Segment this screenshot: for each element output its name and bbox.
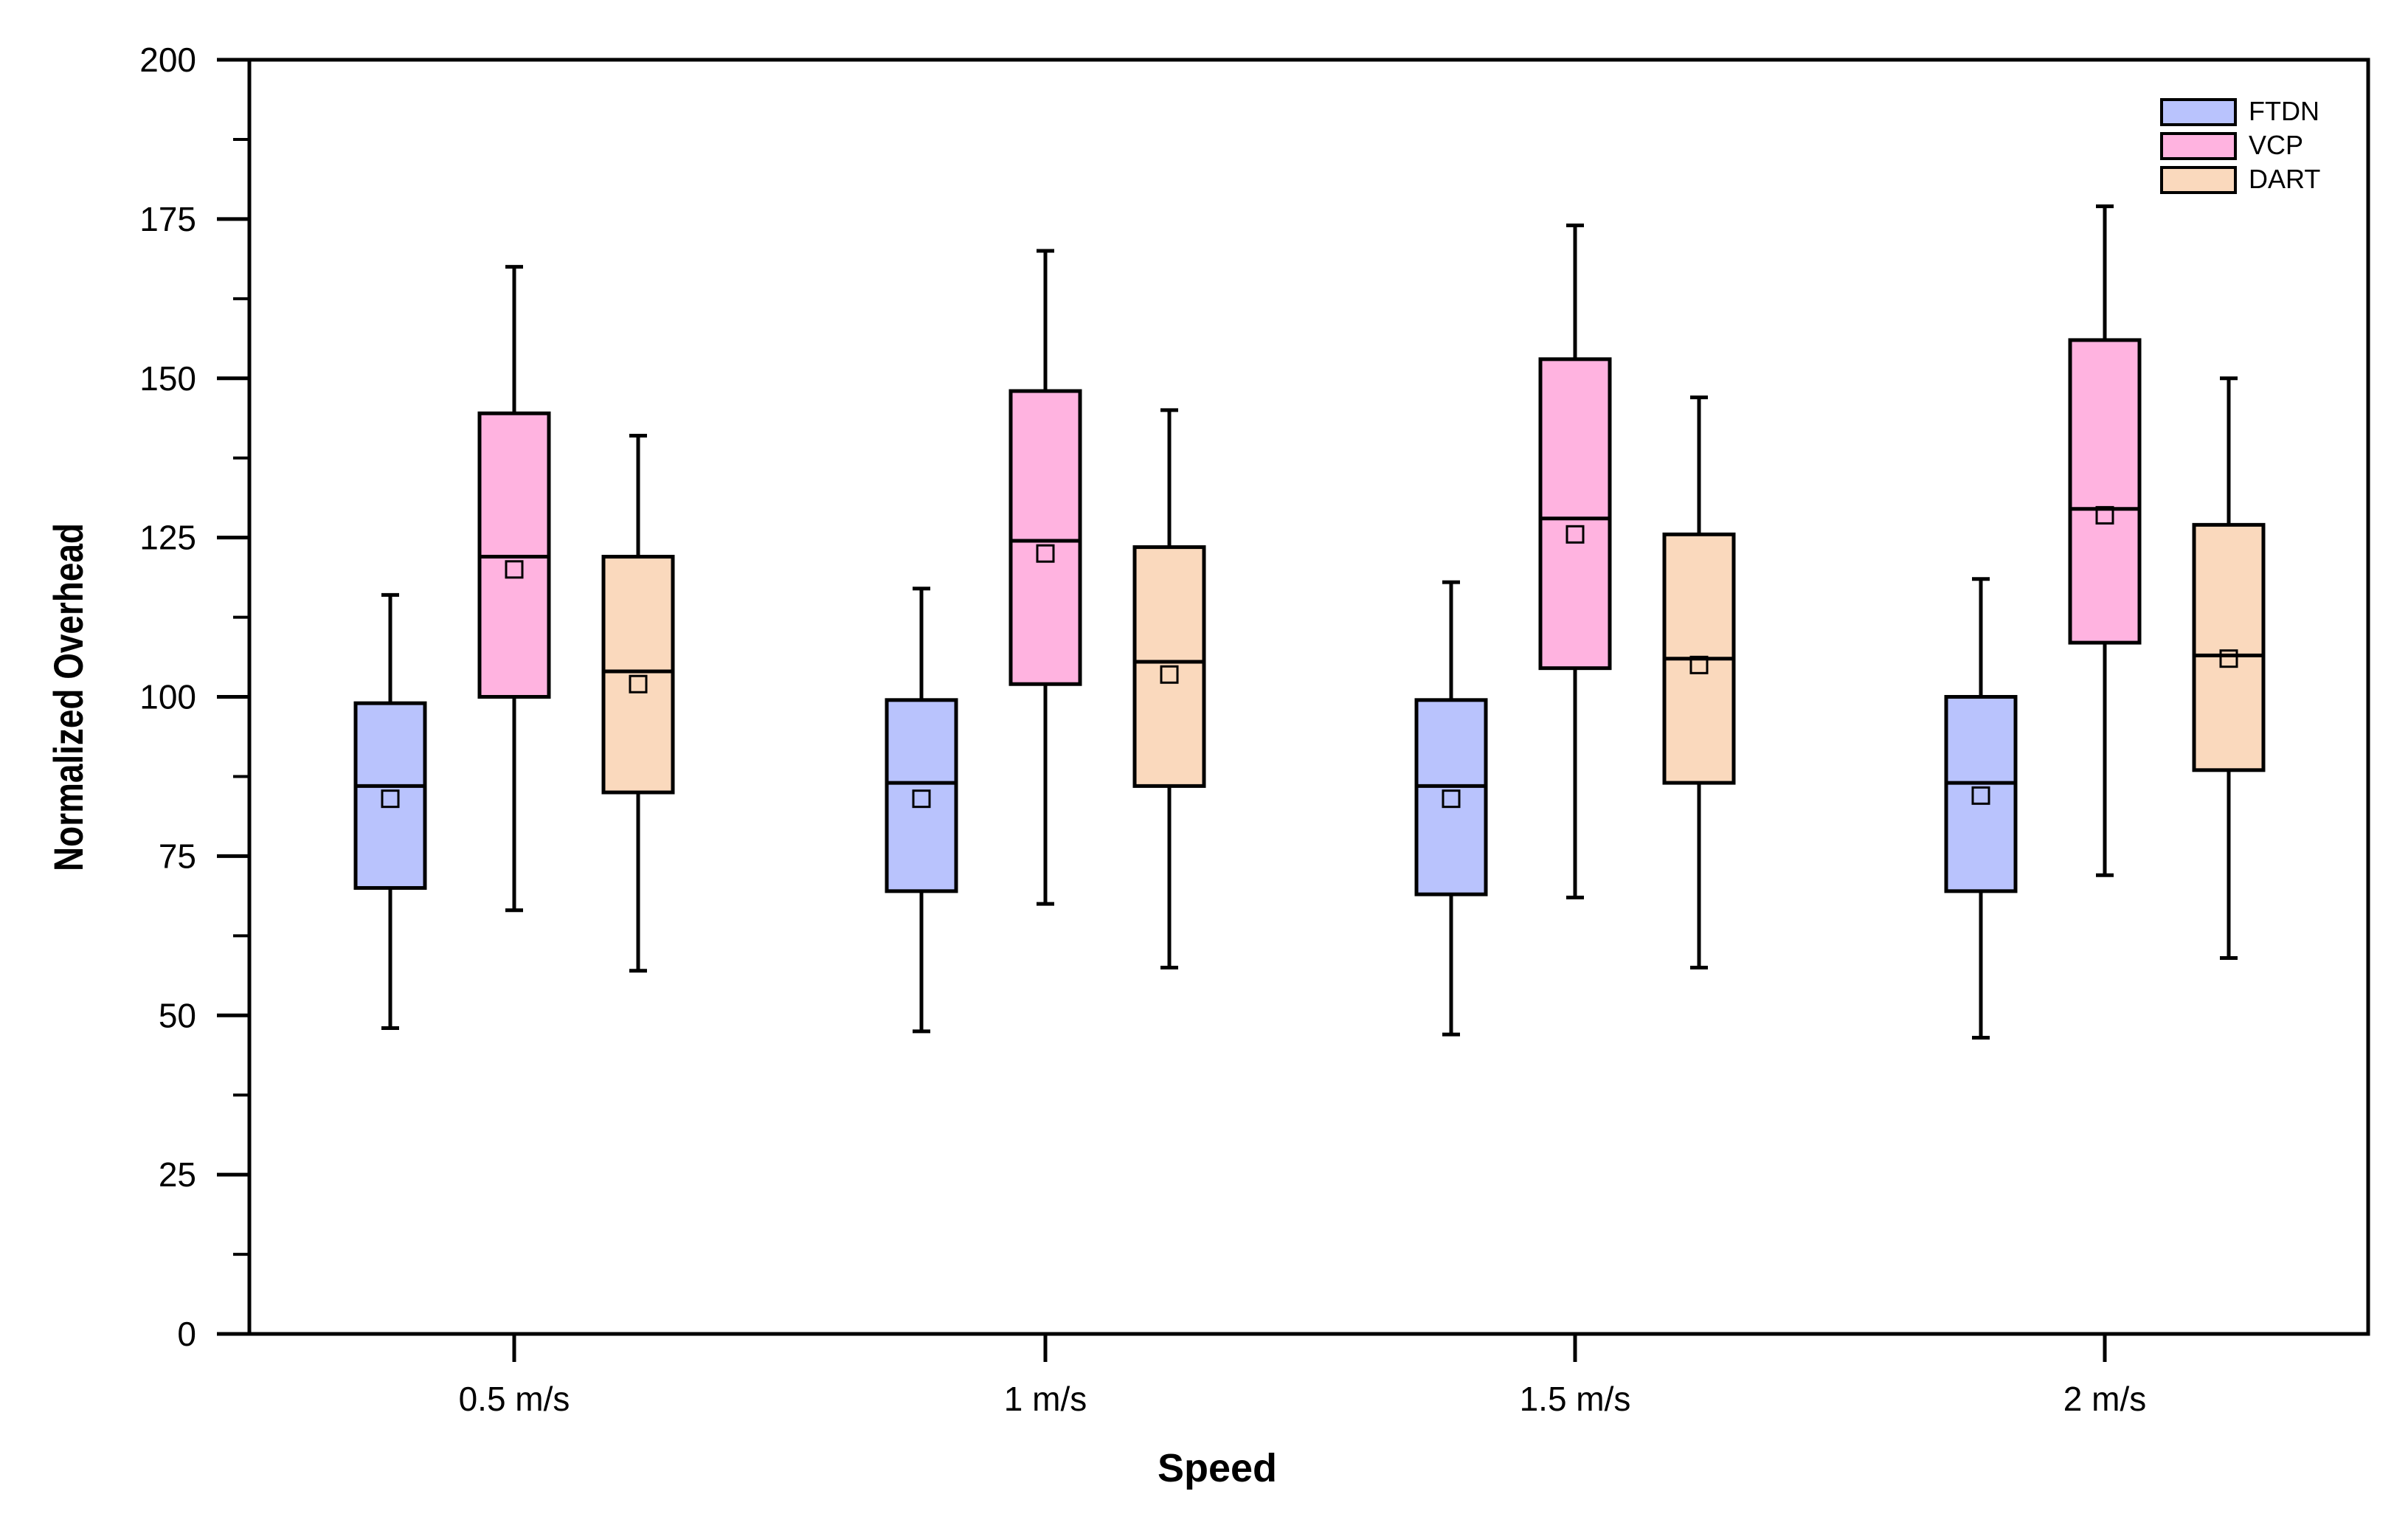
y-tick-label: 0 — [177, 1315, 196, 1353]
y-tick-label: 125 — [139, 519, 196, 557]
legend-swatch-vcp — [2160, 132, 2237, 160]
box-iqr — [1414, 698, 1488, 896]
y-tick-label: 50 — [159, 996, 196, 1034]
box-iqr — [1944, 695, 2018, 893]
box-iqr — [1538, 357, 1612, 671]
y-axis: 0 25 50 75 100 125 150 175 200 — [139, 41, 249, 1353]
x-tick-label: 0.5 m/s — [459, 1380, 570, 1418]
legend-swatch-ftdn — [2160, 98, 2237, 126]
box-vcp — [2068, 204, 2142, 877]
box-iqr — [2068, 338, 2142, 645]
box-series-group — [353, 204, 2266, 1040]
box-dart — [1132, 408, 1206, 969]
box-iqr — [353, 701, 427, 891]
x-tick-label: 1.5 m/s — [1520, 1380, 1631, 1418]
legend-swatch-dart — [2160, 166, 2237, 194]
box-ftdn — [1414, 580, 1488, 1037]
y-tick-label: 75 — [159, 837, 196, 875]
box-ftdn — [353, 592, 427, 1031]
y-tick-label: 25 — [159, 1155, 196, 1194]
mean-marker — [1160, 665, 1179, 684]
box-dart — [601, 433, 675, 973]
legend-label-dart: DART — [2249, 164, 2320, 194]
mean-marker — [912, 789, 931, 809]
y-tick-label: 175 — [139, 200, 196, 238]
box-dart — [1662, 395, 1736, 969]
x-axis-title: Speed — [1158, 1446, 1277, 1490]
mean-marker — [2219, 649, 2238, 668]
mean-marker — [1971, 786, 1990, 805]
mean-marker — [1442, 789, 1461, 809]
x-axis: 0.5 m/s 1 m/s 1.5 m/s 2 m/s — [459, 1334, 2146, 1418]
box-iqr — [601, 555, 675, 795]
mean-marker — [629, 674, 648, 694]
box-ftdn — [1944, 577, 2018, 1040]
y-tick-label: 100 — [139, 678, 196, 716]
mean-marker — [1689, 655, 1709, 674]
x-tick-label: 1 m/s — [1004, 1380, 1087, 1418]
legend-label-ftdn: FTDN — [2249, 96, 2319, 126]
y-axis-title: Normalized Overhead — [46, 523, 91, 871]
box-iqr — [885, 698, 958, 893]
mean-marker — [1036, 544, 1055, 563]
box-iqr — [1008, 389, 1082, 686]
y-tick-label: 150 — [139, 359, 196, 398]
box-vcp — [477, 265, 551, 913]
box-iqr — [2192, 522, 2266, 772]
mean-marker — [381, 789, 400, 809]
mean-marker — [505, 560, 524, 579]
y-tick-label: 200 — [139, 41, 196, 79]
box-vcp — [1008, 249, 1082, 906]
box-vcp — [1538, 224, 1612, 900]
mean-marker — [1565, 525, 1585, 544]
legend-label-vcp: VCP — [2249, 130, 2303, 160]
x-tick-label: 2 m/s — [2063, 1380, 2146, 1418]
box-ftdn — [885, 587, 958, 1034]
box-dart — [2192, 376, 2266, 961]
legend: FTDN VCP DART — [2160, 96, 2320, 194]
mean-marker — [2095, 505, 2114, 525]
